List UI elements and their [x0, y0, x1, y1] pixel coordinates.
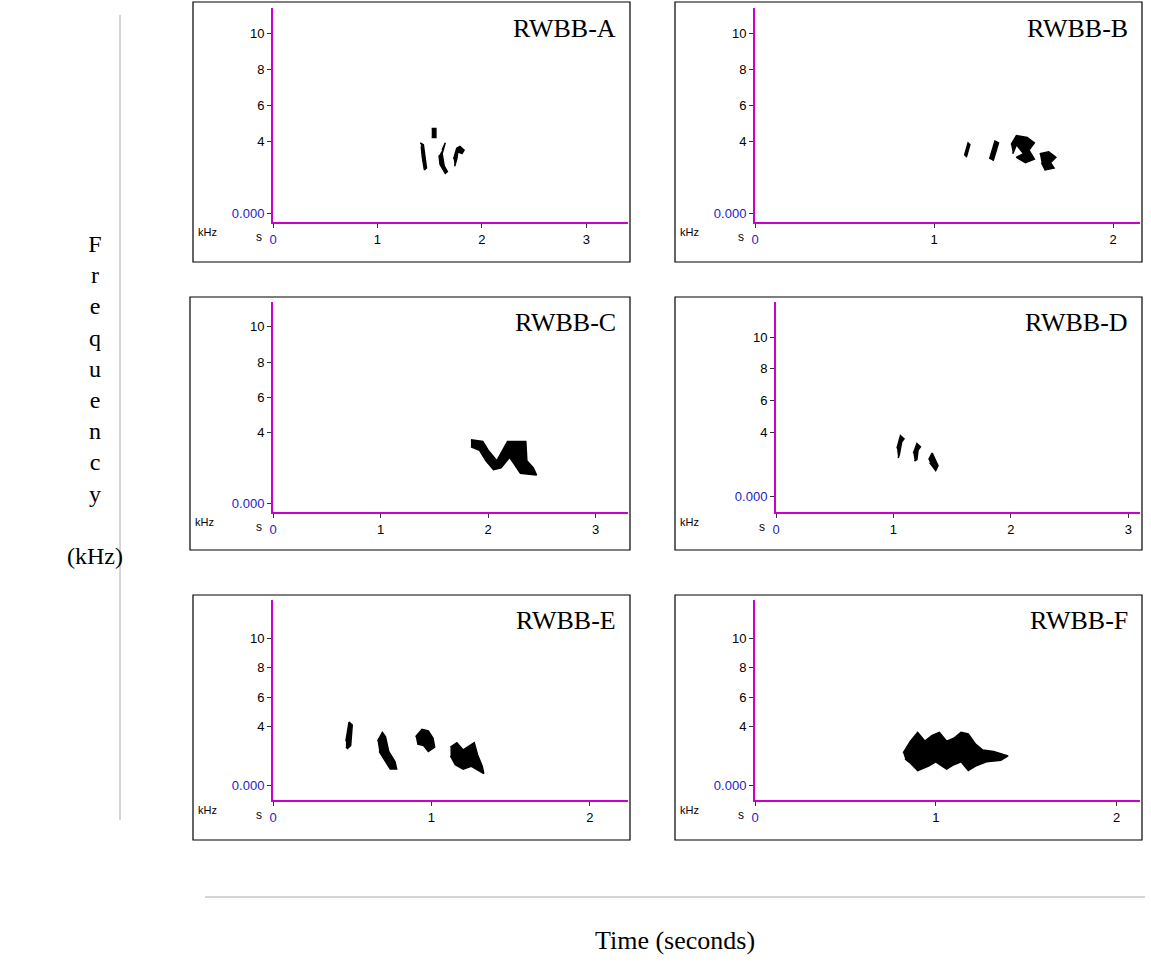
- svg-text:2: 2: [478, 232, 485, 247]
- svg-text:Time (seconds): Time (seconds): [595, 926, 755, 955]
- svg-text:4: 4: [257, 425, 264, 440]
- svg-text:s: s: [738, 808, 744, 822]
- svg-text:10: 10: [753, 330, 767, 345]
- svg-text:6: 6: [760, 393, 767, 408]
- svg-text:2: 2: [485, 522, 492, 537]
- svg-text:kHz: kHz: [195, 516, 214, 528]
- svg-text:6: 6: [739, 690, 746, 705]
- svg-text:4: 4: [257, 719, 264, 734]
- svg-text:8: 8: [739, 660, 746, 675]
- svg-text:0.000: 0.000: [714, 206, 747, 221]
- svg-text:RWBB-B: RWBB-B: [1027, 14, 1128, 43]
- svg-text:10: 10: [250, 319, 264, 334]
- svg-text:kHz: kHz: [680, 804, 699, 816]
- svg-text:1: 1: [932, 810, 939, 825]
- svg-text:s: s: [256, 520, 262, 534]
- svg-text:0: 0: [269, 810, 276, 825]
- svg-text:2: 2: [1113, 810, 1120, 825]
- svg-text:0.000: 0.000: [735, 489, 768, 504]
- svg-text:1: 1: [428, 810, 435, 825]
- svg-text:2: 2: [1007, 522, 1014, 537]
- svg-text:6: 6: [257, 390, 264, 405]
- svg-text:RWBB-E: RWBB-E: [516, 606, 616, 635]
- svg-text:8: 8: [760, 361, 767, 376]
- svg-text:0.000: 0.000: [714, 778, 747, 793]
- svg-text:s: s: [759, 520, 765, 534]
- svg-text:1: 1: [890, 522, 897, 537]
- svg-text:0: 0: [269, 232, 276, 247]
- svg-text:kHz: kHz: [198, 226, 217, 238]
- svg-text:10: 10: [732, 26, 746, 41]
- svg-text:3: 3: [583, 232, 590, 247]
- svg-text:s: s: [256, 808, 262, 822]
- svg-text:s: s: [738, 230, 744, 244]
- svg-text:s: s: [256, 230, 262, 244]
- svg-text:8: 8: [257, 660, 264, 675]
- svg-text:4: 4: [760, 425, 767, 440]
- svg-text:2: 2: [1110, 232, 1117, 247]
- svg-text:RWBB-D: RWBB-D: [1025, 308, 1128, 337]
- svg-text:1: 1: [930, 232, 937, 247]
- svg-text:8: 8: [739, 62, 746, 77]
- svg-text:1: 1: [377, 522, 384, 537]
- svg-text:1: 1: [374, 232, 381, 247]
- svg-text:0.000: 0.000: [232, 496, 265, 511]
- svg-text:kHz: kHz: [680, 226, 699, 238]
- svg-text:RWBB-F: RWBB-F: [1030, 606, 1128, 635]
- svg-text:8: 8: [257, 62, 264, 77]
- svg-text:RWBB-C: RWBB-C: [515, 308, 616, 337]
- svg-text:10: 10: [250, 26, 264, 41]
- svg-text:6: 6: [739, 98, 746, 113]
- svg-text:3: 3: [1125, 522, 1132, 537]
- svg-text:0: 0: [269, 522, 276, 537]
- svg-text:10: 10: [250, 631, 264, 646]
- svg-text:4: 4: [739, 134, 746, 149]
- svg-text:RWBB-A: RWBB-A: [513, 14, 616, 43]
- svg-text:2: 2: [586, 810, 593, 825]
- svg-text:8: 8: [257, 355, 264, 370]
- svg-text:kHz: kHz: [680, 516, 699, 528]
- svg-text:0: 0: [772, 522, 779, 537]
- svg-text:6: 6: [257, 690, 264, 705]
- svg-text:0: 0: [751, 232, 758, 247]
- svg-text:4: 4: [739, 719, 746, 734]
- svg-text:0.000: 0.000: [232, 206, 265, 221]
- svg-text:0.000: 0.000: [232, 778, 265, 793]
- svg-text:Frequency(kHz): Frequency(kHz): [67, 231, 123, 569]
- svg-text:6: 6: [257, 98, 264, 113]
- svg-text:4: 4: [257, 134, 264, 149]
- svg-text:3: 3: [592, 522, 599, 537]
- svg-text:10: 10: [732, 631, 746, 646]
- svg-text:kHz: kHz: [198, 804, 217, 816]
- svg-text:0: 0: [751, 810, 758, 825]
